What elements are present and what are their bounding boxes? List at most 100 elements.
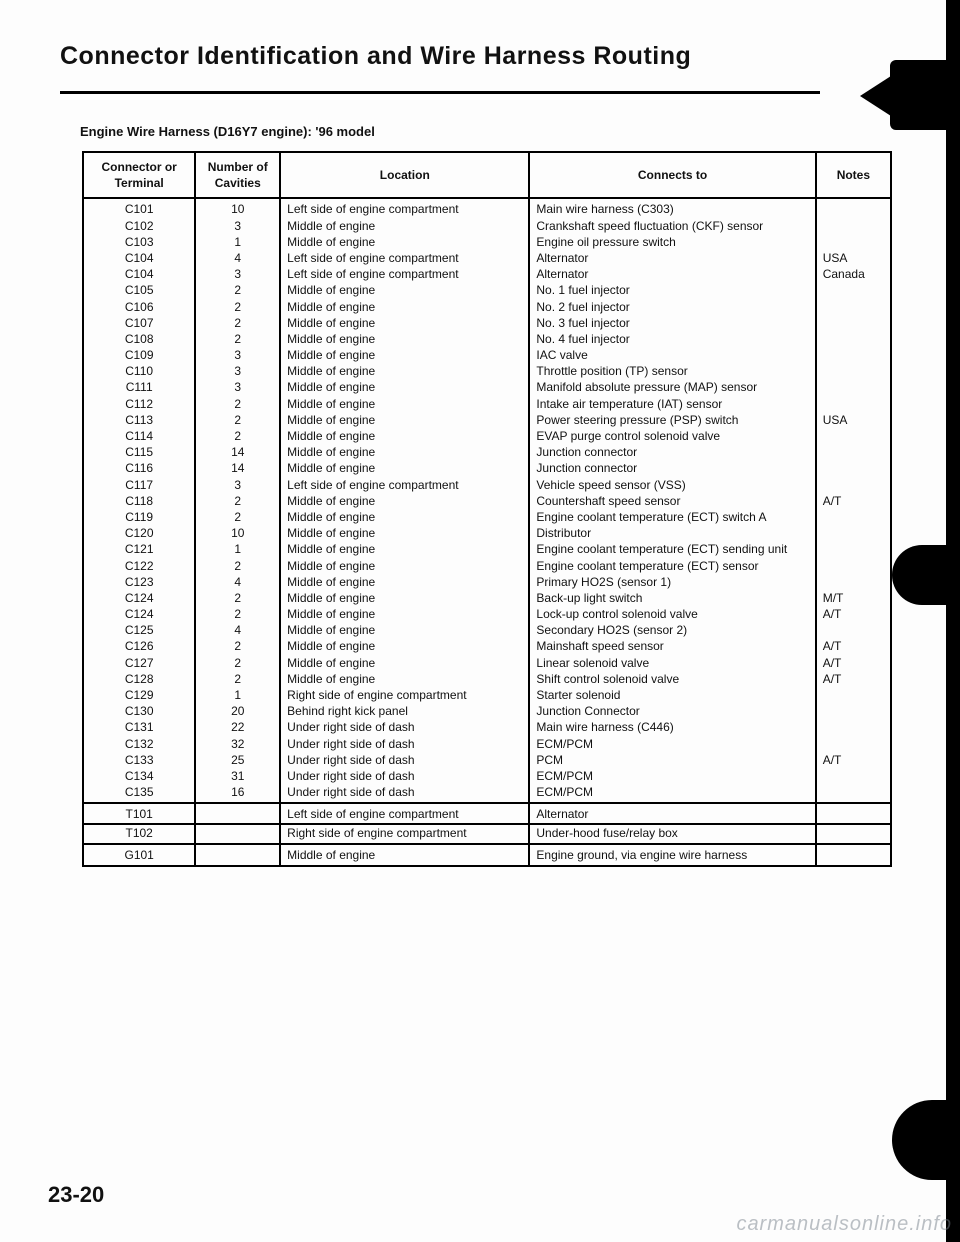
cell-c5 xyxy=(816,331,890,347)
cell-c4: Secondary HO2S (sensor 2) xyxy=(529,622,815,638)
table-row: C1192Middle of engineEngine coolant temp… xyxy=(84,509,890,525)
cell-c1: C122 xyxy=(84,558,195,574)
table-row: C1122Middle of engineIntake air temperat… xyxy=(84,396,890,412)
cell-c4: No. 3 fuel injector xyxy=(529,315,815,331)
cell-c5 xyxy=(816,218,890,234)
cell-c5 xyxy=(816,703,890,719)
cell-c1: C121 xyxy=(84,541,195,557)
cell-c1: C130 xyxy=(84,703,195,719)
cell-c4: Back-up light switch xyxy=(529,590,815,606)
table-section: C10110 Left side of engine compartment Mai… xyxy=(84,198,890,803)
cell-c5 xyxy=(816,541,890,557)
cell-c4: Main wire harness (C303) xyxy=(529,198,815,217)
table-row: C1242Middle of engineBack-up light switc… xyxy=(84,590,890,606)
cell-c2: 3 xyxy=(195,347,280,363)
cell-c4: Alternator xyxy=(529,803,815,823)
binder-tab-mid xyxy=(892,545,960,605)
cell-c1: C104 xyxy=(84,250,195,266)
cell-c1: C124 xyxy=(84,590,195,606)
cell-c5 xyxy=(816,574,890,590)
table-row: C1262Middle of engineMainshaft speed sen… xyxy=(84,638,890,654)
cell-c2: 2 xyxy=(195,282,280,298)
cell-c1: C120 xyxy=(84,525,195,541)
cell-c3: Middle of engine xyxy=(280,444,529,460)
cell-c2: 3 xyxy=(195,266,280,282)
cell-c2: 2 xyxy=(195,638,280,654)
cell-c3: Middle of engine xyxy=(280,638,529,654)
cell-c4: Junction connector xyxy=(529,460,815,476)
cell-c2: 4 xyxy=(195,574,280,590)
cell-c1: C109 xyxy=(84,347,195,363)
cell-c3: Middle of engine xyxy=(280,234,529,250)
cell-c1: C110 xyxy=(84,363,195,379)
cell-c3: Middle of engine xyxy=(280,509,529,525)
col-cavities: Number of Cavities xyxy=(195,153,280,198)
cell-c5: A/T xyxy=(816,752,890,768)
table-row: C1082Middle of engineNo. 4 fuel injector xyxy=(84,331,890,347)
table-row: T102Right side of engine compartmentUnde… xyxy=(84,824,890,844)
cell-c5 xyxy=(816,824,890,844)
cell-c5 xyxy=(816,477,890,493)
cell-c1: T101 xyxy=(84,803,195,823)
cell-c1: C101 xyxy=(84,198,195,217)
cell-c3: Behind right kick panel xyxy=(280,703,529,719)
table-row: C1044Left side of engine compartmentAlte… xyxy=(84,250,890,266)
table-row: C13325Under right side of dashPCMA/T xyxy=(84,752,890,768)
cell-c3: Middle of engine xyxy=(280,541,529,557)
cell-c5: A/T xyxy=(816,655,890,671)
cell-c2: 1 xyxy=(195,234,280,250)
table-row: C1242Middle of engineLock-up control sol… xyxy=(84,606,890,622)
table-header: Connector or Terminal Number of Cavities… xyxy=(84,153,890,198)
cell-c2: 1 xyxy=(195,541,280,557)
cell-c5: Canada xyxy=(816,266,890,282)
cell-c1: C128 xyxy=(84,671,195,687)
cell-c4: No. 4 fuel injector xyxy=(529,331,815,347)
cell-c4: Shift control solenoid valve xyxy=(529,671,815,687)
page-content: Connector Identification and Wire Harnes… xyxy=(0,0,880,907)
cell-c3: Middle of engine xyxy=(280,315,529,331)
table-row: C1093Middle of engineIAC valve xyxy=(84,347,890,363)
cell-c1: C129 xyxy=(84,687,195,703)
cell-c1: C132 xyxy=(84,736,195,752)
cell-c4: Starter solenoid xyxy=(529,687,815,703)
cell-c1: C133 xyxy=(84,752,195,768)
cell-c5 xyxy=(816,379,890,395)
cell-c1: C127 xyxy=(84,655,195,671)
cell-c2: 3 xyxy=(195,379,280,395)
cell-c3: Left side of engine compartment xyxy=(280,250,529,266)
cell-c2 xyxy=(195,803,280,823)
cell-c2: 16 xyxy=(195,784,280,803)
cell-c3: Middle of engine xyxy=(280,590,529,606)
cell-c2: 3 xyxy=(195,218,280,234)
table-row: C13122Under right side of dashMain wire … xyxy=(84,719,890,735)
cell-c2: 2 xyxy=(195,493,280,509)
table-row: C1132Middle of enginePower steering pres… xyxy=(84,412,890,428)
cell-c3: Right side of engine compartment xyxy=(280,687,529,703)
table-row: G101Middle of engineEngine ground, via e… xyxy=(84,844,890,865)
cell-c2: 2 xyxy=(195,299,280,315)
cell-c2: 2 xyxy=(195,412,280,428)
table-row: C1062Middle of engineNo. 2 fuel injector xyxy=(84,299,890,315)
cell-c5: A/T xyxy=(816,606,890,622)
cell-c5 xyxy=(816,234,890,250)
cell-c1: C134 xyxy=(84,768,195,784)
cell-c5: A/T xyxy=(816,638,890,654)
cell-c3: Middle of engine xyxy=(280,558,529,574)
cell-c3: Middle of engine xyxy=(280,460,529,476)
table-section: G101Middle of engineEngine ground, via e… xyxy=(84,844,890,865)
cell-c5 xyxy=(816,428,890,444)
col-connects-to: Connects to xyxy=(529,153,815,198)
cell-c3: Left side of engine compartment xyxy=(280,803,529,823)
cell-c3: Under right side of dash xyxy=(280,736,529,752)
col-location: Location xyxy=(280,153,529,198)
col-connector: Connector or Terminal xyxy=(84,153,195,198)
cell-c2: 10 xyxy=(195,198,280,217)
cell-c5 xyxy=(816,768,890,784)
cell-c2: 2 xyxy=(195,509,280,525)
table-row: C13431Under right side of dashECM/PCM xyxy=(84,768,890,784)
cell-c4: Intake air temperature (IAT) sensor xyxy=(529,396,815,412)
cell-c2: 2 xyxy=(195,315,280,331)
cell-c5: USA xyxy=(816,412,890,428)
cell-c4: Under-hood fuse/relay box xyxy=(529,824,815,844)
cell-c2: 25 xyxy=(195,752,280,768)
